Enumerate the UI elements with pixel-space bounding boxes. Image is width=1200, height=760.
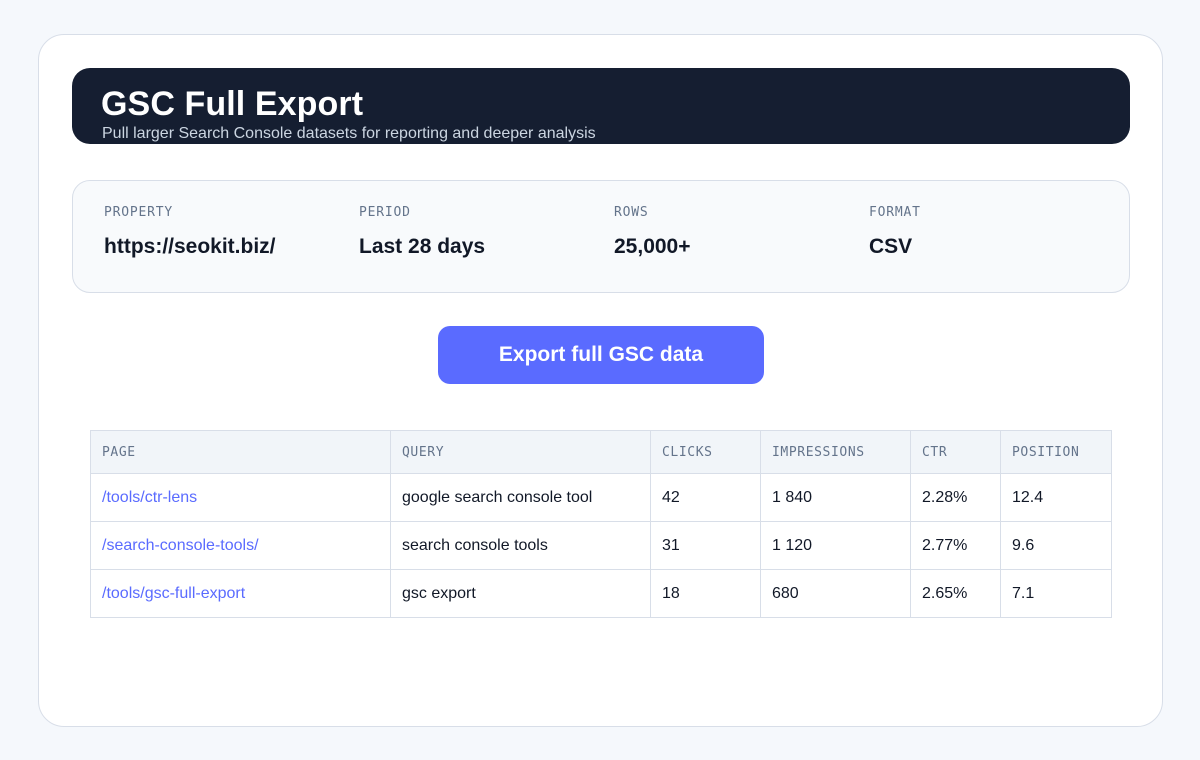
- page-link[interactable]: /search-console-tools/: [102, 536, 259, 554]
- column-header-page[interactable]: PAGE: [90, 430, 391, 474]
- cell-page: /tools/gsc-full-export: [90, 569, 391, 618]
- cell-clicks: 18: [650, 569, 761, 618]
- summary-rows-label: ROWS: [614, 205, 649, 220]
- column-header-ctr[interactable]: CTR: [910, 430, 1001, 474]
- summary-property-label: PROPERTY: [104, 205, 174, 220]
- summary-period: PERIOD Last 28 days: [359, 205, 485, 259]
- cell-position: 7.1: [1000, 569, 1112, 618]
- preview-table: PAGE QUERY CLICKS IMPRESSIONS CTR POSITI…: [90, 430, 1112, 618]
- cell-page: /search-console-tools/: [90, 521, 391, 570]
- cell-impressions: 1 120: [760, 521, 911, 570]
- column-header-query[interactable]: QUERY: [390, 430, 651, 474]
- cell-ctr: 2.28%: [910, 473, 1001, 522]
- export-full-data-button[interactable]: Export full GSC data: [438, 326, 764, 384]
- table-row: /search-console-tools/ search console to…: [90, 521, 1112, 570]
- cell-query: search console tools: [390, 521, 651, 570]
- page-title: GSC Full Export: [101, 85, 364, 123]
- cell-clicks: 42: [650, 473, 761, 522]
- summary-rows: ROWS 25,000+: [614, 205, 691, 259]
- cell-query: google search console tool: [390, 473, 651, 522]
- page-subtitle: Pull larger Search Console datasets for …: [102, 125, 596, 142]
- summary-format-value: CSV: [869, 235, 913, 258]
- cell-query: gsc export: [390, 569, 651, 618]
- cell-page: /tools/ctr-lens: [90, 473, 391, 522]
- column-header-position[interactable]: POSITION: [1000, 430, 1112, 474]
- page-link[interactable]: /tools/gsc-full-export: [102, 584, 246, 602]
- header-banner: GSC Full Export Pull larger Search Conso…: [72, 68, 1130, 144]
- summary-property-value: https://seokit.biz/: [104, 235, 276, 258]
- page-link[interactable]: /tools/ctr-lens: [102, 488, 198, 506]
- column-header-clicks[interactable]: CLICKS: [650, 430, 761, 474]
- cell-impressions: 680: [760, 569, 911, 618]
- cell-position: 9.6: [1000, 521, 1112, 570]
- summary-rows-value: 25,000+: [614, 235, 691, 258]
- cell-impressions: 1 840: [760, 473, 911, 522]
- summary-period-label: PERIOD: [359, 205, 411, 220]
- table-row: /tools/gsc-full-export gsc export 18 680…: [90, 569, 1112, 618]
- cell-clicks: 31: [650, 521, 761, 570]
- table-header-row: PAGE QUERY CLICKS IMPRESSIONS CTR POSITI…: [90, 430, 1112, 474]
- summary-format: FORMAT CSV: [869, 205, 921, 259]
- summary-panel: PROPERTY https://seokit.biz/ PERIOD Last…: [72, 180, 1130, 293]
- cell-ctr: 2.65%: [910, 569, 1001, 618]
- summary-format-label: FORMAT: [869, 205, 921, 220]
- column-header-impressions[interactable]: IMPRESSIONS: [760, 430, 911, 474]
- summary-period-value: Last 28 days: [359, 235, 486, 258]
- summary-property: PROPERTY https://seokit.biz/: [104, 205, 276, 259]
- cell-position: 12.4: [1000, 473, 1112, 522]
- cell-ctr: 2.77%: [910, 521, 1001, 570]
- table-row: /tools/ctr-lens google search console to…: [90, 473, 1112, 522]
- export-card: GSC Full Export Pull larger Search Conso…: [38, 34, 1163, 727]
